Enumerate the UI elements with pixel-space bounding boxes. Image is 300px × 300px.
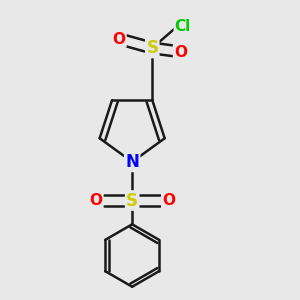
Text: O: O <box>89 193 102 208</box>
Text: S: S <box>126 191 138 209</box>
Text: O: O <box>174 45 187 60</box>
Text: Cl: Cl <box>175 19 191 34</box>
Text: O: O <box>112 32 125 46</box>
Text: O: O <box>162 193 175 208</box>
Text: S: S <box>146 39 158 57</box>
Text: N: N <box>125 153 139 171</box>
